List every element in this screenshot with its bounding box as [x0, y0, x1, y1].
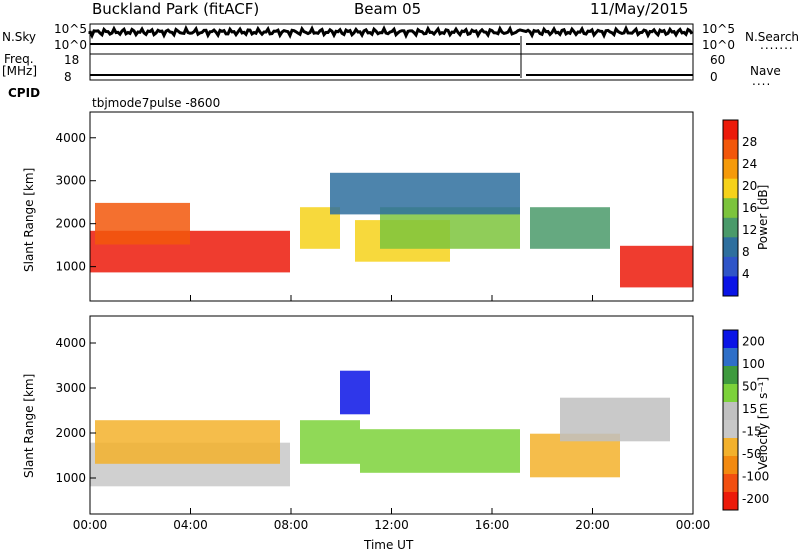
velocity-colorbar-swatch	[723, 420, 738, 439]
velocity-data-band	[300, 420, 360, 464]
velocity-ytick-label: 4000	[55, 336, 86, 350]
power-colorbar-tick: 20	[742, 179, 757, 193]
velocity-data-band	[360, 429, 520, 473]
velocity-colorbar-tick: -15	[742, 424, 762, 438]
power-data-gap	[520, 113, 525, 300]
xtick-label: 00:00	[73, 518, 108, 532]
velocity-colorbar-swatch	[723, 330, 738, 349]
power-ytick-label: 3000	[55, 174, 86, 188]
xtick-label: 12:00	[374, 518, 409, 532]
nsearch-dots: .......	[760, 38, 794, 52]
date-label: 11/May/2015	[590, 0, 689, 18]
velocity-colorbar-swatch	[723, 348, 738, 367]
velocity-colorbar-swatch	[723, 474, 738, 493]
nsky-label: N.Sky	[2, 30, 37, 44]
velocity-data-band	[95, 420, 280, 464]
xtick-label: 04:00	[173, 518, 208, 532]
freq-panel-frame	[89, 53, 694, 81]
xtick-label: 16:00	[475, 518, 510, 532]
velocity-colorbar-swatch	[723, 456, 738, 475]
freq-tick-high: 18	[64, 53, 80, 67]
xtick-label: 20:00	[575, 518, 610, 532]
power-ytick-label: 4000	[55, 131, 86, 145]
nsearch-tick-low: 10^0	[702, 38, 735, 52]
cpid-label: CPID	[8, 86, 41, 100]
velocity-ytick-label: 3000	[55, 381, 86, 395]
velocity-data-band	[560, 397, 670, 442]
power-colorbar-tick: 16	[742, 201, 757, 215]
velocity-colorbar-tick: 200	[742, 334, 765, 348]
velocity-colorbar-tick: 50	[742, 379, 757, 393]
power-colorbar-swatch	[723, 120, 738, 141]
nsearch-tick-high: 10^5	[702, 22, 735, 36]
velocity-colorbar-frame	[722, 329, 739, 511]
power-ytick-label: 2000	[55, 217, 86, 231]
velocity-ytick-label: 1000	[55, 471, 86, 485]
power-colorbar-swatch	[723, 256, 738, 277]
velocity-colorbar-tick: -100	[742, 469, 769, 483]
power-colorbar-tick: 24	[742, 157, 757, 171]
site-title: Buckland Park (fitACF)	[92, 0, 260, 18]
nave-dots: ....	[752, 74, 772, 88]
freq-tick-low: 8	[64, 70, 72, 84]
freq-unit-label: [MHz]	[2, 64, 38, 78]
velocity-colorbar-swatch	[723, 384, 738, 403]
cpid-value: tbjmode7pulse -8600	[92, 96, 221, 110]
velocity-data-gap	[520, 317, 525, 513]
velocity-colorbar-swatch	[723, 366, 738, 385]
nsky-trace	[88, 24, 694, 40]
power-colorbar-swatch	[723, 217, 738, 238]
beam-label: Beam 05	[354, 0, 422, 18]
power-colorbar-tick: 28	[742, 135, 757, 149]
power-colorbar-swatch	[723, 198, 738, 219]
power-colorbar-swatch	[723, 139, 738, 160]
velocity-colorbar-swatch	[723, 402, 738, 421]
velocity-ytick-label: 2000	[55, 426, 86, 440]
power-data-band	[330, 172, 520, 215]
power-data-band	[95, 202, 190, 245]
nave-tick-low: 0	[710, 70, 718, 84]
power-colorbar-tick: 12	[742, 223, 757, 237]
velocity-data-band	[340, 370, 370, 415]
power-colorbar-swatch	[723, 178, 738, 199]
velocity-colorbar-tick: -200	[742, 492, 769, 506]
nsky-tick-high: 10^5	[54, 22, 87, 36]
nave-tick-high: 60	[710, 53, 726, 67]
nsearch-label: N.Search	[745, 30, 800, 44]
power-colorbar-tick: 4	[742, 267, 750, 281]
velocity-colorbar-swatch	[723, 492, 738, 511]
velocity-colorbar-tick: -50	[742, 447, 762, 461]
power-colorbar-swatch	[723, 159, 738, 180]
nsky-panel-frame	[89, 23, 694, 55]
freq-label: Freq.	[4, 52, 34, 66]
power-colorbar-swatch	[723, 276, 738, 297]
nsky-tick-low: 10^0	[54, 38, 87, 52]
velocity-colorbar-tick: 100	[742, 357, 765, 371]
xtick-label: 00:00	[676, 518, 711, 532]
power-colorbar-swatch	[723, 237, 738, 258]
xaxis-label: Time UT	[364, 538, 414, 552]
power-data-band	[530, 207, 610, 249]
power-colorbar-tick: 8	[742, 245, 750, 259]
power-ytick-label: 1000	[55, 260, 86, 274]
velocity-colorbar-tick: 15	[742, 402, 757, 416]
nave-label: Nave	[750, 64, 781, 78]
power-data-band	[620, 245, 693, 288]
xtick-label: 08:00	[274, 518, 309, 532]
velocity-colorbar-swatch	[723, 438, 738, 457]
power-colorbar-frame	[722, 119, 739, 297]
